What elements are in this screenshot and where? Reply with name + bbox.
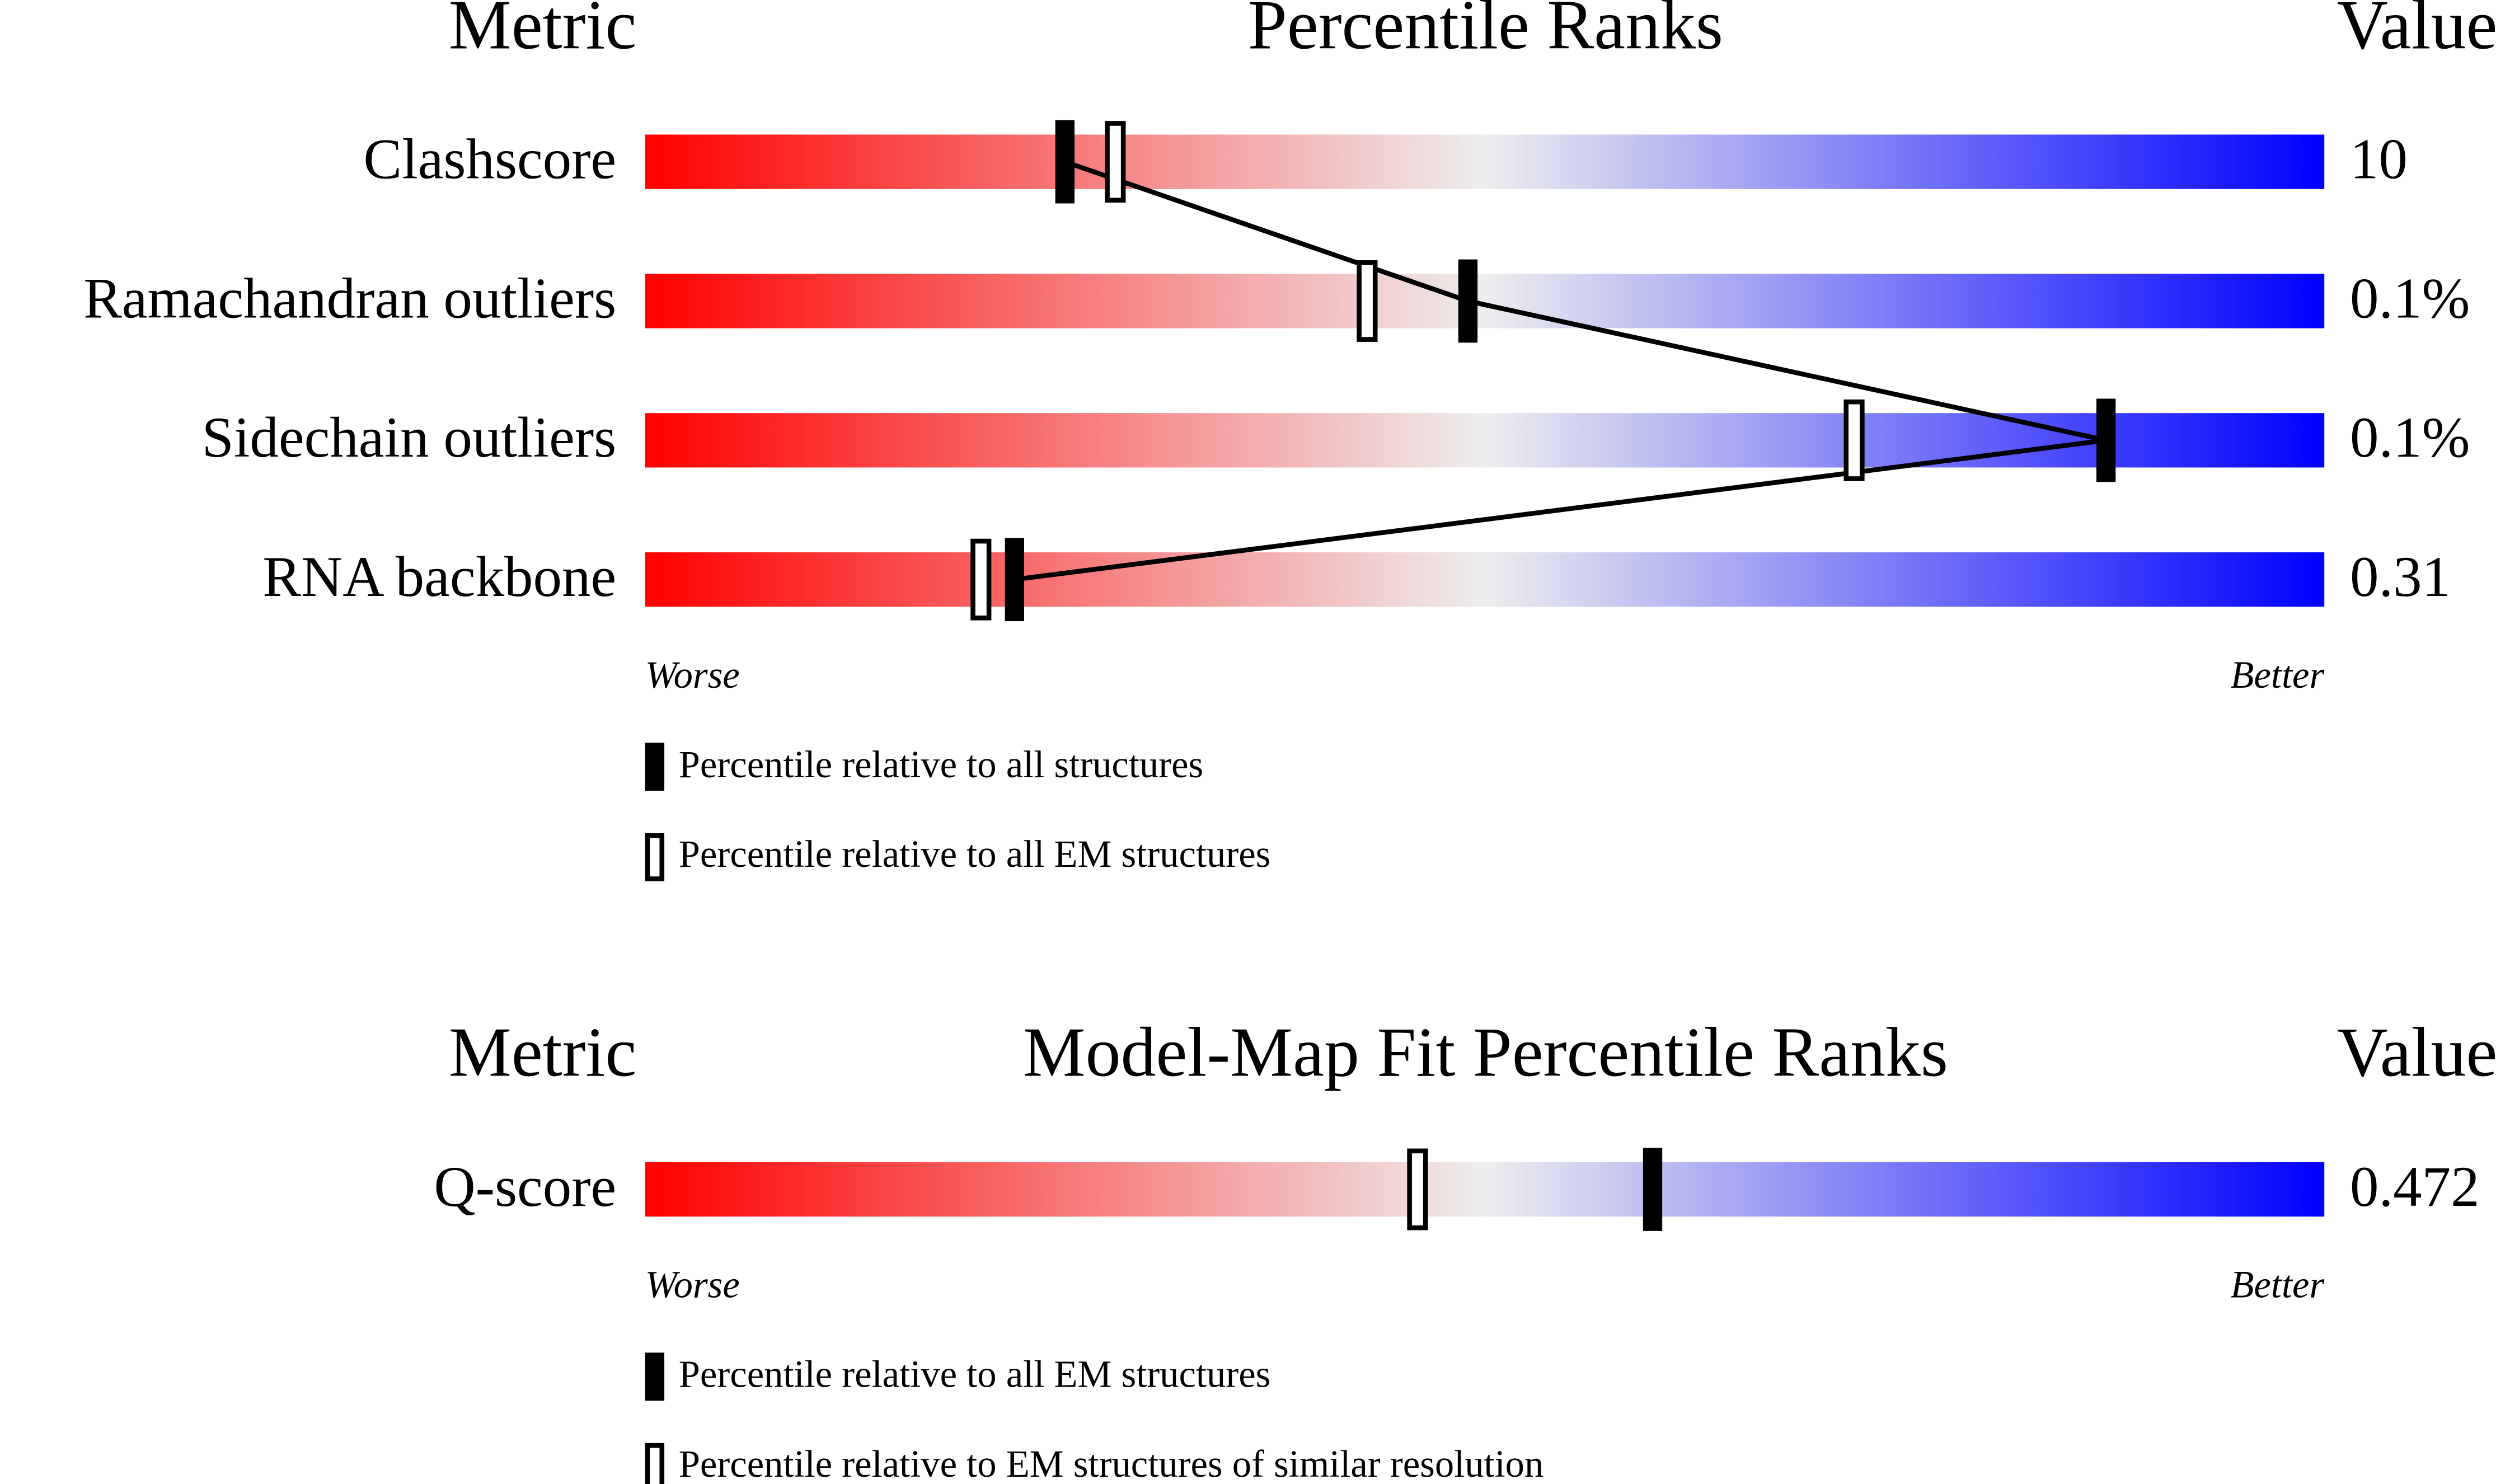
legend-label: Percentile relative to all EM structures xyxy=(679,1353,1271,1396)
legend-label: Percentile relative to all EM structures xyxy=(679,833,1271,875)
better-label: Better xyxy=(2231,1264,2325,1306)
metric-label: Sidechain outliers xyxy=(202,406,617,469)
percentile-marker xyxy=(1843,399,1865,481)
percentile-bar xyxy=(645,1162,2325,1217)
percentile-marker xyxy=(1458,259,1478,343)
worse-label: Worse xyxy=(645,654,740,696)
metric-label: Ramachandran outliers xyxy=(83,266,616,330)
metric-value: 0.1% xyxy=(2350,266,2470,330)
percentile-bar xyxy=(645,134,2325,189)
chart-title: Model-Map Fit Percentile Ranks xyxy=(1023,1014,1948,1092)
chart-title: Percentile Ranks xyxy=(1248,0,1723,64)
metric-value: 0.1% xyxy=(2350,406,2470,469)
percentile-marker xyxy=(1407,1148,1428,1231)
legend-swatch xyxy=(645,833,665,881)
value-header: Value xyxy=(2337,0,2498,64)
metric-label: RNA backbone xyxy=(262,545,616,609)
percentile-marker xyxy=(1055,120,1075,204)
worse-label: Worse xyxy=(645,1264,740,1306)
value-header: Value xyxy=(2337,1014,2498,1092)
metric-label: Q-score xyxy=(434,1155,616,1219)
legend-swatch xyxy=(645,1352,665,1401)
metric-header: Metric xyxy=(449,0,636,64)
metric-label: Clashscore xyxy=(363,127,616,191)
percentile-bar xyxy=(645,413,2325,468)
percentile-marker xyxy=(1643,1148,1663,1231)
percentile-marker xyxy=(1005,538,1024,622)
legend-swatch xyxy=(645,743,665,791)
percentile-marker xyxy=(2096,398,2116,482)
better-label: Better xyxy=(2231,654,2325,696)
metric-value: 0.31 xyxy=(2350,545,2451,609)
metric-value: 0.472 xyxy=(2350,1155,2480,1219)
metric-header: Metric xyxy=(449,1014,636,1092)
metric-value: 10 xyxy=(2350,127,2408,191)
percentile-bar xyxy=(645,552,2325,607)
legend-label: Percentile relative to EM structures of … xyxy=(679,1443,1544,1484)
percentile-marker xyxy=(1357,260,1378,342)
legend-swatch xyxy=(645,1443,665,1484)
percentile-marker xyxy=(1105,121,1126,203)
percentile-marker xyxy=(970,538,992,621)
legend-label: Percentile relative to all structures xyxy=(679,743,1204,786)
percentile-bar xyxy=(645,274,2325,328)
connector-line xyxy=(1014,159,2107,582)
